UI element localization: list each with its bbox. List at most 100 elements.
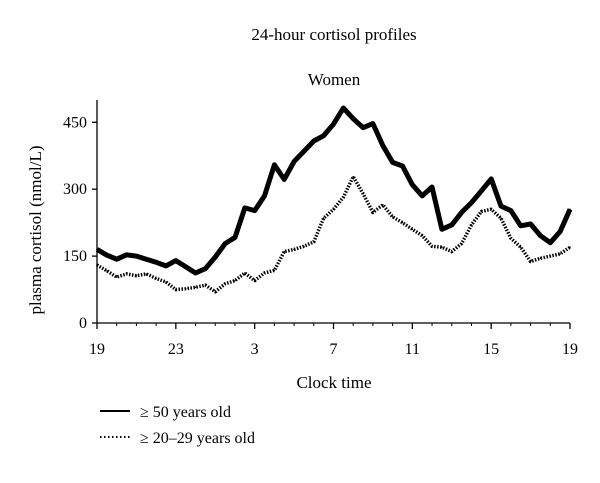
data-point-series-1 bbox=[263, 195, 266, 197]
data-point-series-2 bbox=[303, 245, 305, 248]
data-point-series-1 bbox=[194, 272, 197, 274]
data-point-series-2 bbox=[342, 196, 345, 198]
x-tick-label: 23 bbox=[168, 341, 184, 358]
data-point-series-2 bbox=[411, 228, 414, 231]
data-point-series-2 bbox=[569, 246, 571, 248]
data-point-series-2 bbox=[401, 221, 404, 224]
data-point-series-1 bbox=[293, 160, 295, 163]
data-point-series-2 bbox=[352, 175, 355, 178]
legend-item-series-1: ≥ 50 years old bbox=[100, 404, 231, 421]
data-point-series-1 bbox=[175, 259, 177, 262]
data-point-series-2 bbox=[470, 224, 473, 226]
data-point-series-1 bbox=[184, 266, 187, 268]
data-point-series-1 bbox=[303, 150, 305, 153]
data-point-series-2 bbox=[214, 291, 217, 293]
data-point-series-1 bbox=[421, 195, 424, 197]
x-tick-label: 19 bbox=[562, 341, 578, 358]
data-point-series-2 bbox=[322, 217, 325, 219]
data-point-series-1 bbox=[332, 123, 335, 125]
legend-label-series-1: ≥ 50 years old bbox=[140, 404, 231, 421]
data-point-series-1 bbox=[106, 254, 108, 256]
data-point-series-1 bbox=[322, 134, 325, 137]
data-point-series-2 bbox=[106, 270, 108, 272]
data-point-series-1 bbox=[135, 255, 138, 257]
data-point-series-1 bbox=[234, 236, 236, 239]
data-point-series-2 bbox=[155, 277, 157, 280]
data-point-series-2 bbox=[490, 208, 493, 211]
data-point-series-1 bbox=[460, 211, 463, 214]
data-point-series-1 bbox=[401, 165, 404, 167]
data-point-series-1 bbox=[342, 107, 345, 109]
data-point-series-1 bbox=[313, 140, 315, 142]
legend: ≥ 50 years old ≥ 20–29 years old bbox=[100, 404, 255, 447]
data-point-series-1 bbox=[411, 183, 414, 186]
x-tick-label: 11 bbox=[405, 341, 420, 358]
data-point-series-2 bbox=[244, 272, 246, 274]
data-point-series-2 bbox=[313, 241, 315, 243]
data-point-series-2 bbox=[529, 260, 532, 263]
data-point-series-2 bbox=[165, 281, 167, 283]
data-point-series-1 bbox=[391, 161, 394, 164]
data-point-series-2 bbox=[451, 250, 453, 253]
x-tick-label: 19 bbox=[89, 341, 105, 358]
data-point-series-2 bbox=[263, 272, 266, 274]
data-point-series-2 bbox=[293, 248, 295, 251]
data-point-series-2 bbox=[372, 211, 374, 214]
x-axis-label: Clock time bbox=[296, 373, 371, 392]
data-point-series-2 bbox=[273, 269, 276, 272]
x-tick-label: 7 bbox=[330, 341, 338, 358]
data-point-series-1 bbox=[559, 230, 561, 233]
plot-area: 0 150 300 450 19 23 3 7 11 15 19 bbox=[63, 100, 578, 358]
data-point-series-2 bbox=[500, 217, 502, 219]
chart-title: 24-hour cortisol profiles bbox=[251, 25, 416, 44]
data-point-series-1 bbox=[155, 261, 157, 264]
data-point-series-2 bbox=[96, 264, 98, 266]
data-point-series-2 bbox=[480, 210, 483, 213]
y-tick-label: 300 bbox=[63, 181, 87, 198]
data-point-series-1 bbox=[253, 209, 256, 212]
data-point-series-1 bbox=[96, 248, 98, 251]
data-point-series-1 bbox=[352, 117, 355, 120]
data-point-series-2 bbox=[431, 245, 433, 248]
data-point-series-1 bbox=[125, 254, 128, 256]
data-point-series-2 bbox=[332, 208, 335, 211]
legend-item-series-2: ≥ 20–29 years old bbox=[100, 430, 255, 447]
data-point-series-1 bbox=[539, 234, 542, 237]
data-point-series-1 bbox=[519, 225, 522, 227]
y-tick-label: 150 bbox=[63, 248, 87, 265]
x-tick-label: 15 bbox=[483, 341, 499, 358]
data-point-series-2 bbox=[184, 287, 187, 290]
chart-subtitle: Women bbox=[308, 70, 361, 89]
data-point-series-2 bbox=[194, 286, 197, 289]
data-point-series-1 bbox=[224, 242, 226, 245]
data-point-series-2 bbox=[175, 288, 177, 291]
data-point-series-1 bbox=[283, 178, 286, 181]
data-point-series-2 bbox=[441, 246, 443, 248]
data-point-series-1 bbox=[490, 178, 493, 180]
data-point-series-2 bbox=[125, 273, 128, 275]
data-point-series-1 bbox=[431, 186, 433, 188]
data-point-series-2 bbox=[510, 237, 512, 240]
data-point-series-1 bbox=[273, 163, 276, 166]
data-point-series-1 bbox=[480, 190, 483, 192]
data-point-series-2 bbox=[234, 279, 236, 282]
data-point-series-2 bbox=[115, 276, 118, 278]
data-point-series-2 bbox=[460, 242, 463, 245]
data-point-series-1 bbox=[214, 256, 217, 258]
data-point-series-2 bbox=[421, 234, 424, 237]
data-point-series-2 bbox=[519, 246, 522, 248]
data-point-series-2 bbox=[362, 192, 364, 195]
data-point-series-1 bbox=[244, 207, 246, 209]
data-point-series-1 bbox=[549, 241, 552, 244]
data-point-series-1 bbox=[165, 265, 167, 267]
x-tick-label: 3 bbox=[251, 341, 259, 358]
data-point-series-1 bbox=[441, 228, 443, 231]
data-point-series-1 bbox=[451, 224, 453, 226]
data-point-series-2 bbox=[145, 273, 148, 275]
y-tick-label: 0 bbox=[79, 315, 87, 332]
data-point-series-2 bbox=[391, 216, 394, 218]
data-point-series-1 bbox=[145, 258, 148, 261]
data-point-series-2 bbox=[204, 284, 207, 286]
legend-label-series-2: ≥ 20–29 years old bbox=[140, 430, 255, 447]
